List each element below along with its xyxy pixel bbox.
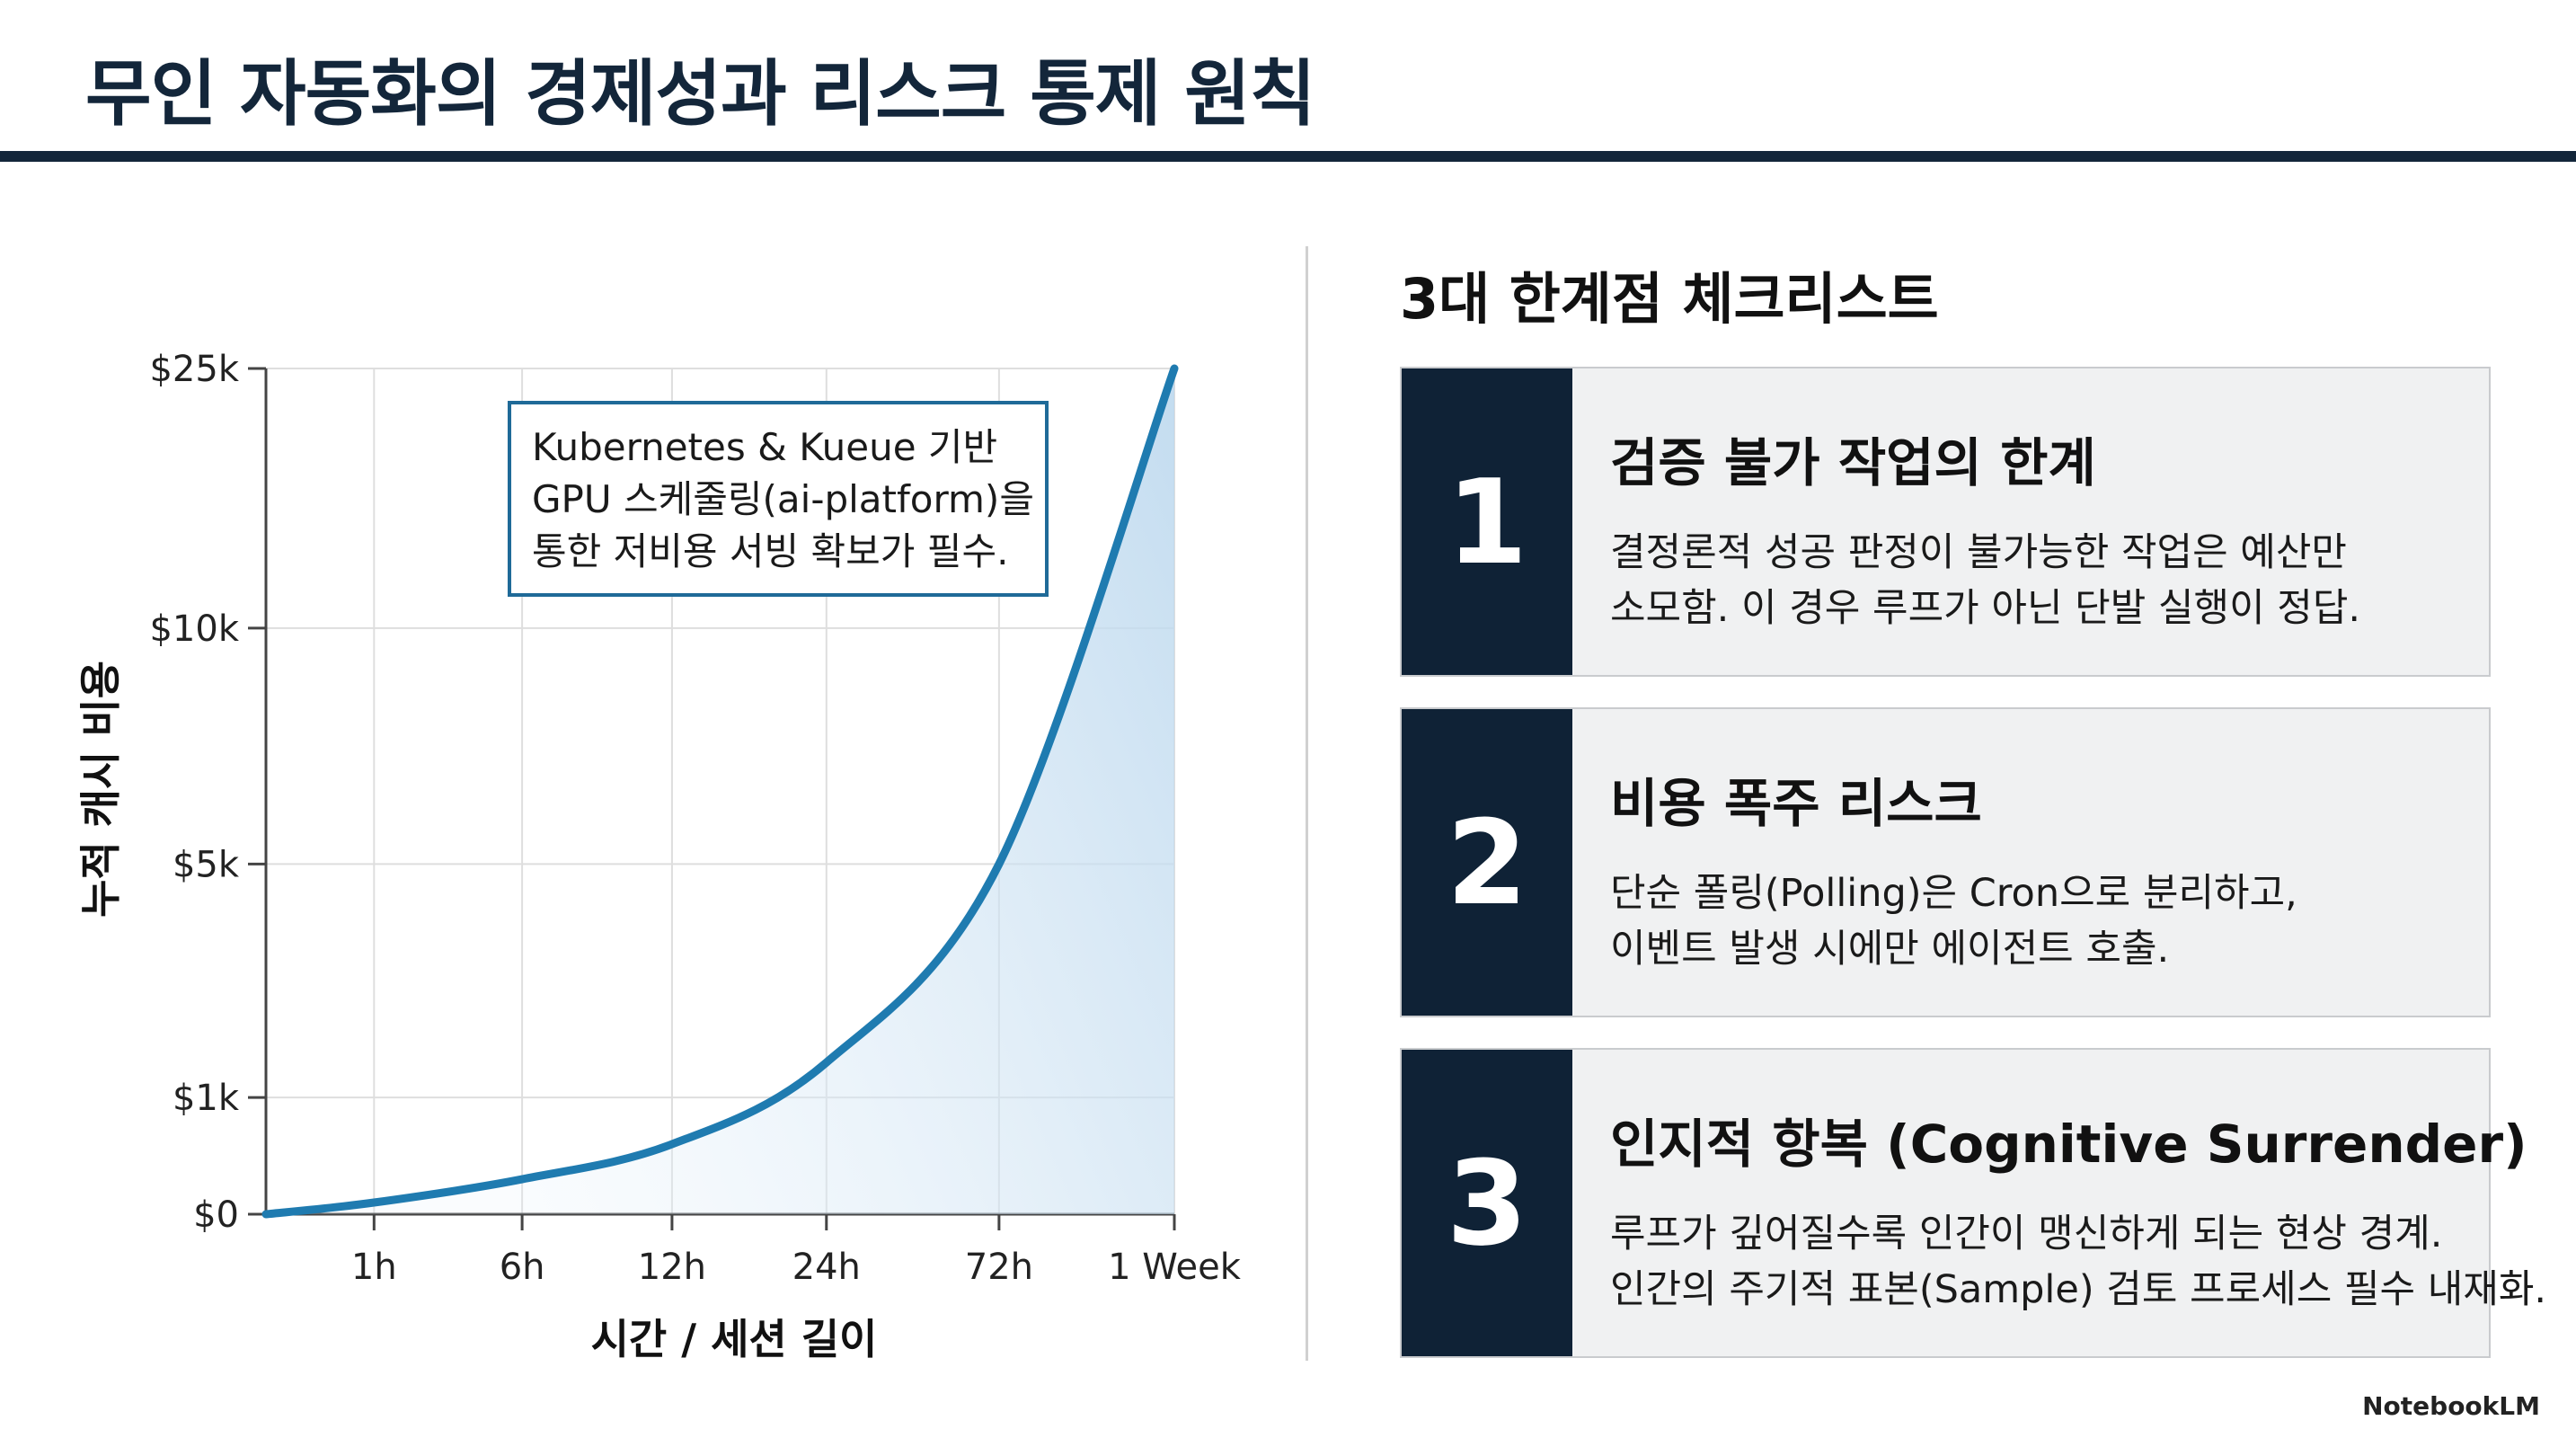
card-text: 인간의 주기적 표본(Sample) 검토 프로세스 필수 내재화. (1610, 1267, 2547, 1312)
card-text: 결정론적 성공 판정이 불가능한 작업은 예산만 (1610, 530, 2347, 575)
card-text: 이벤트 발생 시에만 에이전트 호출. (1610, 927, 2170, 972)
y-axis-title: 누적 캐시 비용 (76, 661, 125, 918)
card-text: 단순 폴링(Polling)은 Cron으로 분리하고, (1610, 871, 2297, 916)
card-number: 3 (1402, 1050, 1572, 1356)
line (261, 364, 1179, 1219)
x-axis-title: 시간 / 세션 길이 (591, 1315, 878, 1363)
card-number: 1 (1402, 368, 1572, 675)
checklist-title: 3대 한계점 체크리스트 (1400, 266, 1939, 332)
annotation-box (508, 401, 1049, 597)
annotation-line: GPU 스케줄링(ai-platform)을 (532, 477, 1034, 521)
area (266, 368, 1174, 1214)
card-number: 2 (1402, 709, 1572, 1016)
x-tick-label: 1h (351, 1247, 397, 1288)
card-text: 루프가 깊어질수록 인간이 맹신하게 되는 현상 경계. (1610, 1212, 2443, 1256)
card-title: 인지적 항복 (Cognitive Surrender) (1610, 1114, 2527, 1175)
x-tick-label: 72h (965, 1247, 1033, 1288)
checklist-card: 3 인지적 항복 (Cognitive Surrender) 루프가 깊어질수록 인… (1400, 1048, 2546, 1358)
x-tick-label: 12h (638, 1247, 706, 1288)
card-title: 검증 불가 작업의 한계 (1610, 432, 2096, 493)
y-tick-label: $25k (149, 349, 239, 390)
brand: NotebookLM (2362, 1391, 2540, 1421)
chart: $0 $1k $5k $10k $25k 1h 6h 12h 24h 72h 1 Week Kuber… (76, 349, 1242, 1363)
x-tick-label: 24h (792, 1247, 861, 1288)
card-text: 소모함. 이 경우 루프가 아닌 단발 실행이 정답. (1610, 586, 2361, 631)
page-title: 무인 자동화의 경제성과 리스크 통제 원칙 (85, 52, 1315, 136)
x-tick-label: 6h (500, 1247, 545, 1288)
divider (1306, 246, 1308, 1361)
annotation-line: Kubernetes & Kueue 기반 (532, 425, 997, 469)
y-tick-label: $1k (173, 1078, 240, 1119)
card-title: 비용 폭주 리스크 (1610, 773, 1982, 834)
x-tick-label: 1 Week (1108, 1247, 1242, 1288)
y-tick-label: $5k (173, 844, 240, 885)
title-rule (0, 151, 2576, 162)
y-tick-label: $0 (193, 1194, 239, 1236)
y-tick-label: $10k (149, 608, 239, 650)
annotation-line: 통한 저비용 서빙 확보가 필수. (532, 529, 1008, 573)
